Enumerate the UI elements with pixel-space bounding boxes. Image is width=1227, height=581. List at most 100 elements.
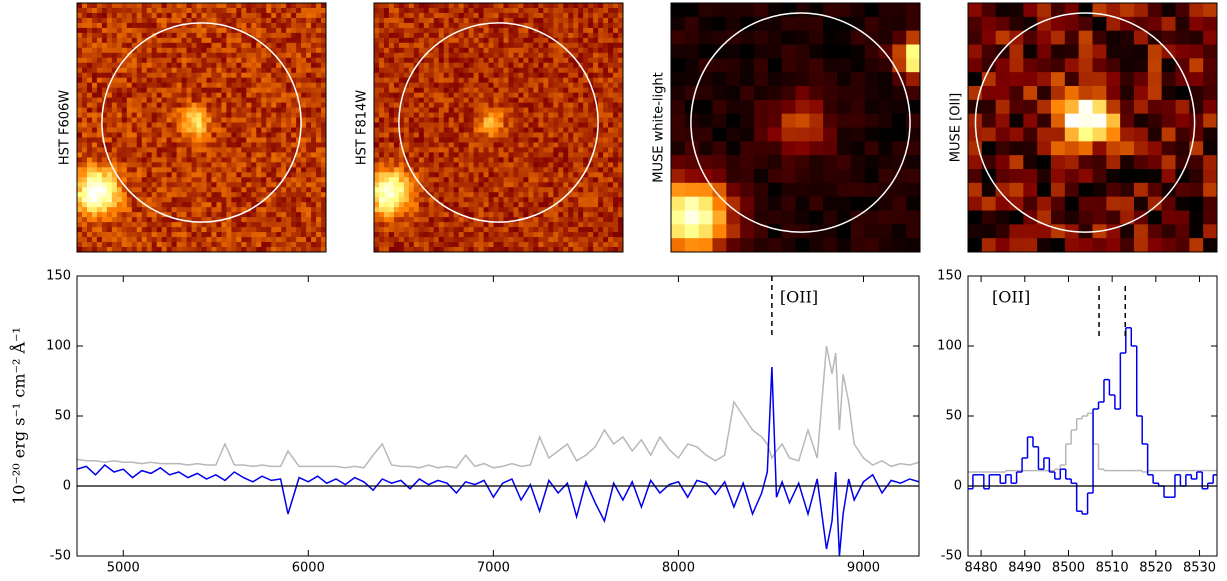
pixel [126,192,133,198]
pixel [418,192,425,198]
pixel [453,142,460,148]
pixel [438,27,445,34]
pixel [96,137,103,143]
pixel [374,177,380,183]
pixel [236,187,242,193]
pixel [578,107,584,114]
pixel [498,152,504,158]
pixel [236,137,242,143]
pixel [231,242,237,248]
pixel [196,32,202,39]
pixel [463,162,470,168]
pixel [276,132,282,138]
pixel [296,7,302,14]
pixel [131,207,138,213]
pixel [558,97,564,104]
pixel [156,147,163,153]
pixel [131,67,138,74]
pixel [578,247,584,253]
pixel [583,3,589,9]
pixel [423,152,430,158]
pixel [493,202,499,208]
pixel [513,207,519,213]
pixel [171,37,178,44]
pixel [221,42,227,49]
pixel [398,217,405,223]
pixel [96,3,103,9]
pixel [96,112,103,119]
pixel [374,207,380,213]
pixel [311,147,317,153]
pixel [181,37,188,44]
pixel [176,72,183,79]
pixel [251,7,257,14]
pixel [241,197,247,203]
pixel [473,12,480,19]
pixel [608,32,614,39]
pixel [151,92,158,99]
pixel [523,147,529,153]
pixel [518,92,524,99]
pixel [316,47,322,54]
pixel [578,37,584,44]
pixel [418,77,425,84]
pixel [478,187,485,193]
pixel [86,112,93,119]
pixel [246,67,252,74]
pixel [101,232,108,238]
pixel [458,12,465,19]
pixel [408,182,415,188]
pixel [151,182,158,188]
pixel [316,7,322,14]
pixel [553,62,559,69]
pixel [378,57,385,64]
pixel [296,147,302,153]
pixel [563,72,569,79]
pixel [246,202,252,208]
pixel [246,107,252,114]
pixel [433,92,440,99]
pixel [423,17,430,24]
pixel [156,157,163,163]
pixel [568,127,574,133]
pixel [398,102,405,109]
pixel [311,47,317,54]
pixel [593,147,599,153]
pixel [296,177,302,183]
pixel [508,167,514,173]
pixel [473,232,480,238]
pixel [246,112,252,119]
pixel [96,232,103,238]
pixel [403,52,410,59]
pixel [563,127,569,133]
pixel [86,202,93,208]
pixel [573,52,579,59]
pixel [428,102,435,109]
pixel [498,97,504,104]
pixel [513,102,519,109]
pixel [196,102,202,109]
pixel [428,32,435,39]
pixel [543,52,549,59]
pixel [478,77,485,84]
pixel [374,17,380,24]
pixel [321,187,327,193]
pixel [241,67,247,74]
pixel [106,127,113,133]
pixel [403,132,410,138]
pixel [553,67,559,74]
pixel [281,142,287,148]
pixel [453,72,460,79]
pixel [211,17,217,24]
pixel [196,72,202,79]
pixel [291,62,297,69]
pixel [116,207,123,213]
pixel [251,32,257,39]
pixel [116,37,123,44]
pixel [281,3,287,9]
pixel [126,157,133,163]
pixel [196,247,202,253]
pixel [156,97,163,104]
pixel [191,197,198,203]
pixel [101,222,108,228]
